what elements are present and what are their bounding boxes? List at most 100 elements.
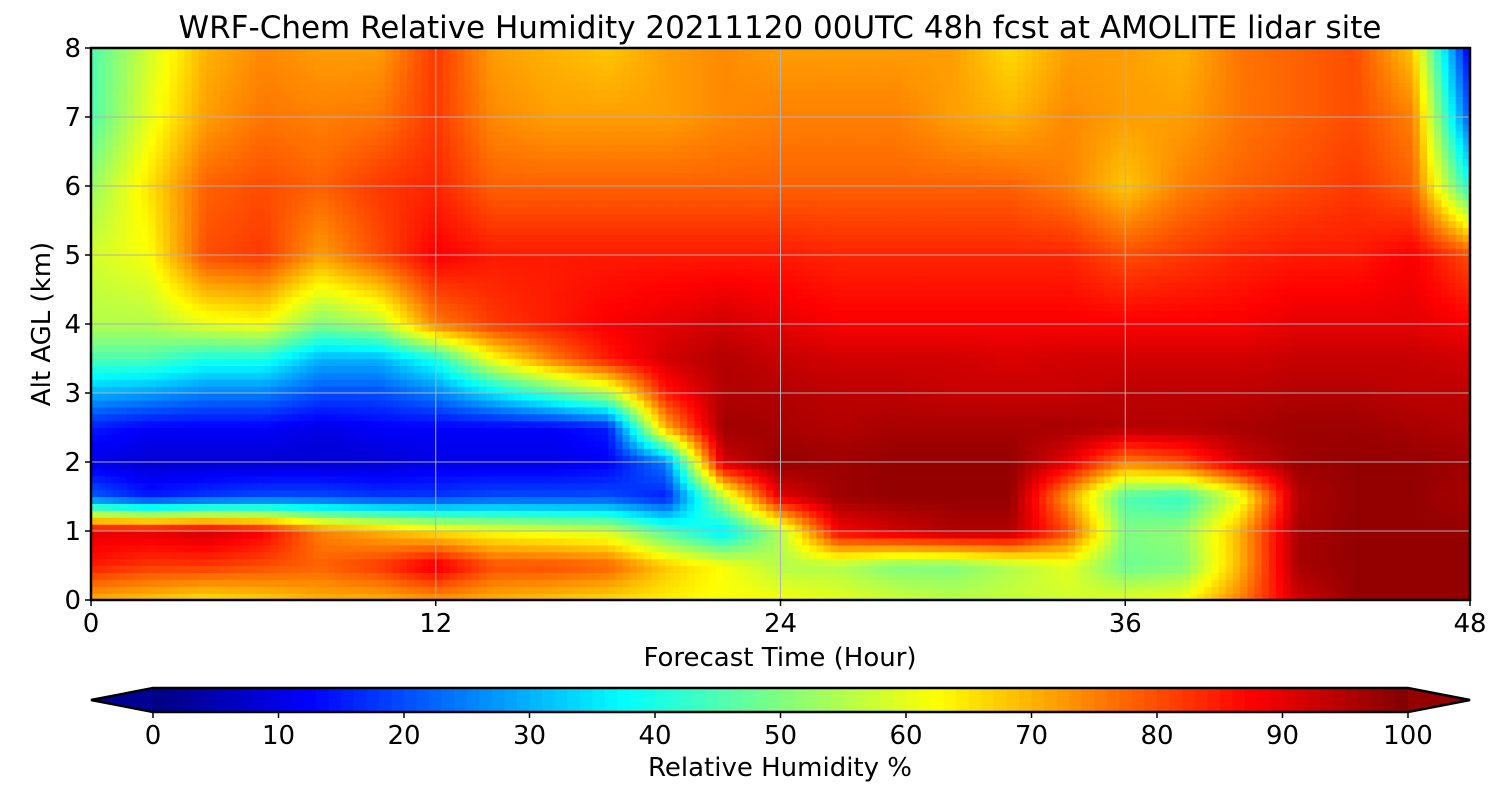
heatmap-cell [1232, 468, 1241, 477]
heatmap-cell [1340, 586, 1349, 594]
heatmap-cell [407, 558, 415, 567]
heatmap-cell [313, 565, 322, 573]
heatmap-cell [1340, 427, 1349, 435]
heatmap-cell [277, 537, 286, 546]
heatmap-cell [1340, 531, 1349, 539]
heatmap-cell [1297, 496, 1306, 504]
heatmap-cell [1362, 586, 1371, 594]
heatmap-cell [967, 462, 976, 470]
heatmap-cell [1412, 537, 1421, 546]
heatmap-cell [924, 517, 932, 525]
heatmap-cell [1182, 551, 1191, 560]
heatmap-cell [1448, 455, 1457, 463]
heatmap-cell [629, 434, 638, 442]
heatmap-cell [1060, 434, 1069, 442]
heatmap-cell [859, 448, 868, 456]
heatmap-cell [249, 448, 257, 456]
heatmap-cell [1110, 524, 1119, 532]
heatmap-cell [1089, 468, 1098, 477]
heatmap-cell [1426, 510, 1435, 518]
heatmap-cell [529, 462, 537, 470]
heatmap-cell [1168, 420, 1177, 429]
heatmap-cell [1089, 531, 1098, 539]
heatmap-cell [1082, 544, 1090, 553]
heatmap-cell [837, 524, 846, 532]
heatmap-cell [802, 510, 810, 518]
heatmap-cell [694, 420, 703, 429]
heatmap-cell [1017, 441, 1026, 449]
heatmap-cell [1326, 503, 1335, 511]
heatmap-cell [1010, 475, 1019, 484]
heatmap-cell [945, 544, 954, 553]
heatmap-cell [766, 448, 774, 456]
heatmap-cell [615, 517, 624, 525]
heatmap-cell [565, 517, 573, 525]
heatmap-cell [751, 565, 760, 573]
heatmap-cell [263, 544, 272, 553]
heatmap-cell [148, 475, 157, 484]
heatmap-cell [1060, 455, 1069, 463]
heatmap-cell [1003, 586, 1011, 594]
heatmap-cell [184, 434, 193, 442]
heatmap-cell [170, 565, 178, 573]
heatmap-cell [385, 531, 394, 539]
heatmap-cell [615, 558, 624, 567]
heatmap-cell [256, 558, 264, 567]
heatmap-cell [1290, 434, 1299, 442]
heatmap-cell [816, 586, 825, 594]
heatmap-cell [184, 586, 193, 594]
heatmap-cell [1283, 503, 1292, 511]
heatmap-cell [615, 427, 624, 435]
heatmap-cell [1276, 510, 1284, 518]
heatmap-cell [1053, 427, 1062, 435]
heatmap-cell [299, 565, 308, 573]
heatmap-cell [1297, 586, 1306, 594]
heatmap-cell [1132, 579, 1141, 587]
heatmap-cell [407, 586, 415, 594]
heatmap-cell [938, 558, 947, 567]
heatmap-cell [995, 482, 1004, 491]
heatmap-cell [170, 420, 178, 429]
heatmap-cell [1082, 579, 1090, 587]
heatmap-cell [1419, 441, 1428, 449]
heatmap-cell [292, 441, 300, 449]
heatmap-cell [213, 565, 221, 573]
heatmap-cell [205, 462, 214, 470]
heatmap-cell [658, 586, 667, 594]
heatmap-cell [780, 468, 789, 477]
heatmap-cell [823, 579, 832, 587]
heatmap-cell [91, 558, 99, 567]
heatmap-cell [292, 551, 300, 560]
heatmap-cell [529, 455, 537, 463]
heatmap-cell [428, 462, 437, 470]
heatmap-cell [414, 503, 422, 511]
heatmap-cell [687, 572, 695, 580]
heatmap-cell [256, 489, 264, 498]
heatmap-cell [1390, 558, 1399, 567]
heatmap-cell [909, 524, 918, 532]
heatmap-cell [1053, 475, 1062, 484]
heatmap-cell [1132, 427, 1141, 435]
heatmap-cell [730, 427, 738, 435]
heatmap-cell [1110, 420, 1119, 429]
heatmap-cell [1031, 572, 1040, 580]
heatmap-cell [1369, 475, 1378, 484]
heatmap-cell [536, 524, 545, 532]
heatmap-cell [823, 475, 832, 484]
heatmap-cell [866, 517, 875, 525]
heatmap-cell [356, 531, 365, 539]
heatmap-cell [1197, 517, 1205, 525]
heatmap-cell [407, 537, 415, 546]
heatmap-cell [708, 551, 717, 560]
heatmap-cell [1046, 434, 1055, 442]
heatmap-cell [593, 462, 602, 470]
heatmap-cell [162, 531, 171, 539]
heatmap-cell [780, 544, 789, 553]
heatmap-cell [205, 531, 214, 539]
heatmap-cell [572, 565, 580, 573]
heatmap-cell [1297, 441, 1306, 449]
heatmap-cell [988, 482, 997, 491]
heatmap-cell [1146, 593, 1155, 601]
heatmap-cell [277, 579, 286, 587]
heatmap-cell [916, 503, 925, 511]
